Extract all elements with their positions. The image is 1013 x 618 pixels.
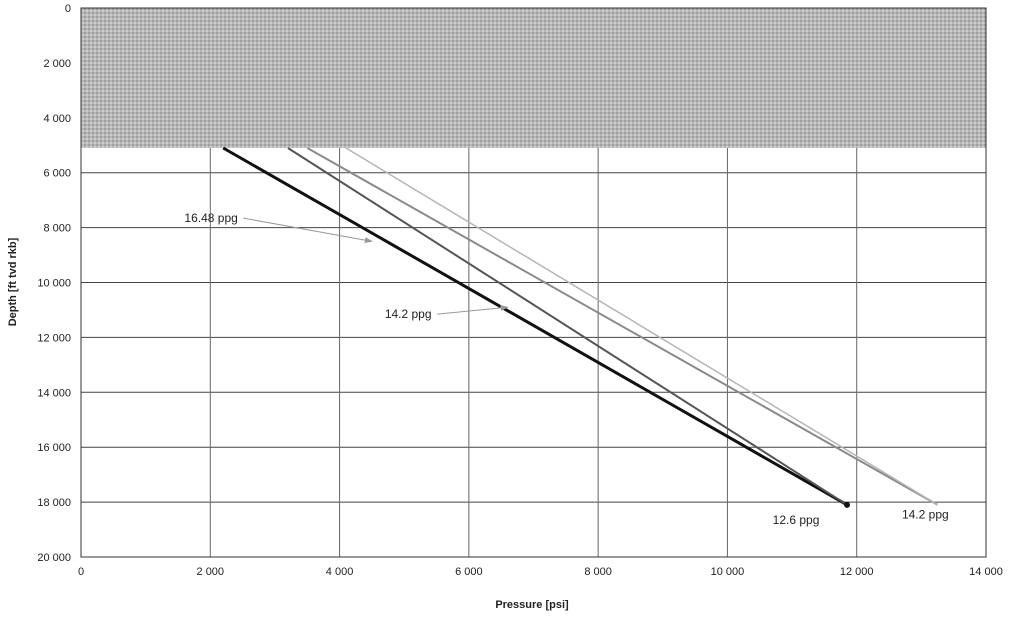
y-tick-label-1: 2 000 (43, 58, 71, 70)
y-tick-label-5: 10 000 (37, 278, 71, 290)
x-tick-label-2: 4 000 (326, 566, 354, 578)
x-tick-label-7: 14 000 (969, 566, 1003, 578)
x-axis-title: Pressure [psi] (495, 599, 569, 611)
y-tick-label-6: 12 000 (37, 332, 71, 344)
annotation-label-2: 12.6 ppg (773, 513, 820, 527)
x-tick-label-1: 2 000 (197, 566, 225, 578)
series-line-0 (222, 146, 848, 507)
series-line-1 (287, 147, 848, 506)
y-tick-label-9: 18 000 (37, 497, 71, 509)
y-axis-title: Depth [ft tvd rkb] (7, 237, 19, 326)
annotation-arrow-0 (243, 217, 373, 244)
y-tick-label-10: 20 000 (37, 552, 71, 564)
annotation-label-3: 14.2 ppg (902, 508, 949, 522)
y-tick-label-8: 16 000 (37, 442, 71, 454)
series-endpoint-0 (844, 501, 851, 508)
x-tick-label-3: 6 000 (455, 566, 483, 578)
y-tick-label-2: 4 000 (43, 113, 71, 125)
y-tick-label-7: 14 000 (37, 387, 71, 399)
annotation-arrow-1 (437, 304, 509, 315)
x-tick-label-6: 12 000 (840, 566, 874, 578)
plot-border (80, 7, 987, 558)
x-tick-label-4: 8 000 (584, 566, 612, 578)
shaded-band (81, 8, 986, 148)
annotation-label-1: 14.2 ppg (385, 307, 432, 321)
y-tick-label-4: 8 000 (43, 223, 71, 235)
x-tick-label-5: 10 000 (711, 566, 745, 578)
series-line-2 (306, 147, 938, 506)
annotation-label-0: 16.48 ppg (184, 211, 237, 225)
y-tick-label-0: 0 (65, 3, 71, 15)
series-line-3 (345, 147, 938, 506)
x-tick-label-0: 0 (78, 566, 84, 578)
y-tick-label-3: 6 000 (43, 168, 71, 180)
